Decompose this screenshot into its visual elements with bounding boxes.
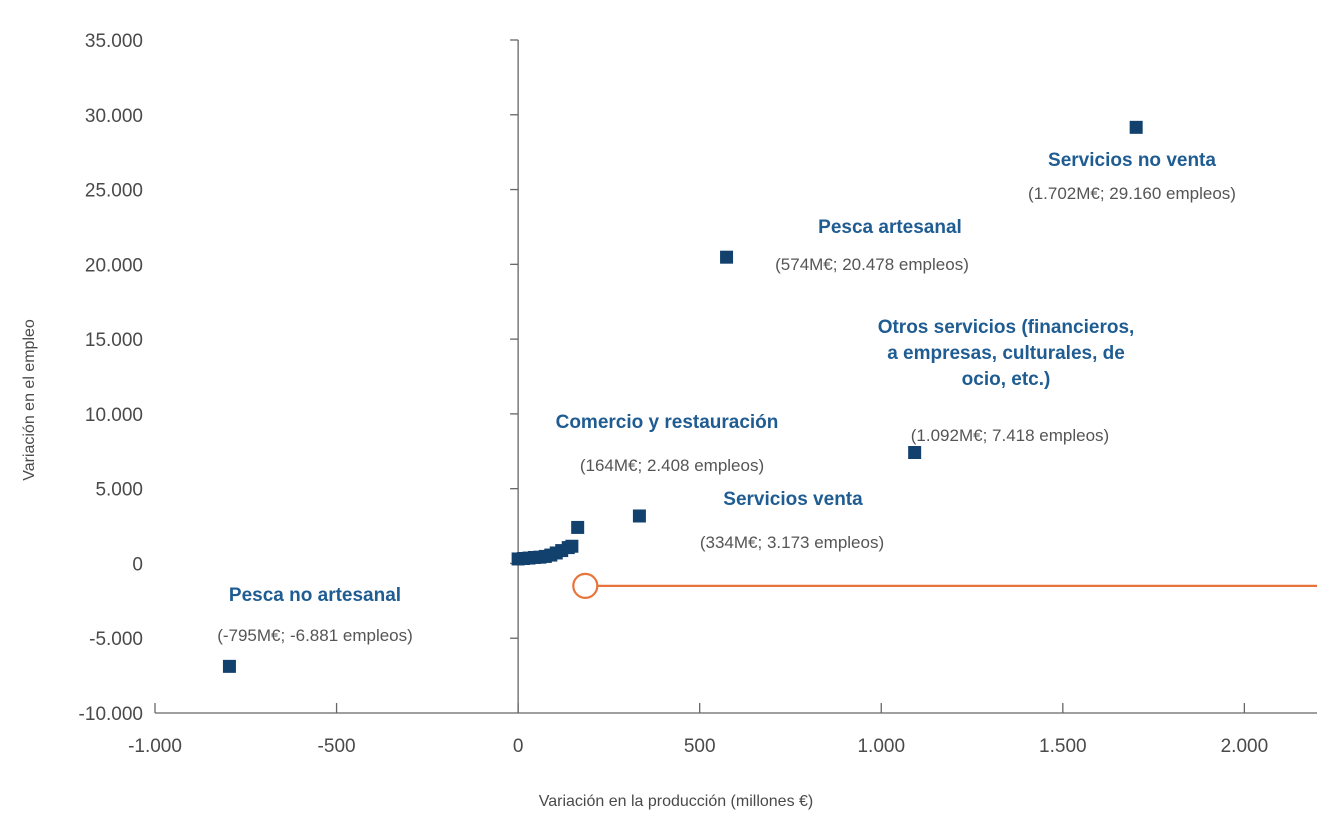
- annotation-title-line: Pesca no artesanal: [229, 585, 401, 606]
- x-tick-label: 0: [513, 736, 524, 757]
- annotation-value: (-795M€; -6.881 empleos): [217, 626, 413, 645]
- annotations: Servicios no venta (1.702M€; 29.160 emple…: [217, 150, 1236, 645]
- annotation-title: Pesca artesanal: [818, 217, 962, 238]
- annotation-title-line: ocio, etc.): [962, 369, 1051, 390]
- point-annotation: Pesca no artesanal (-795M€; -6.881 empleo…: [217, 585, 413, 645]
- annotation-title: Otros servicios (financieros, a empresas,…: [878, 317, 1135, 390]
- reference-layer: [572, 572, 1317, 599]
- data-point: [720, 250, 734, 264]
- x-tick-label: 1.500: [1039, 736, 1087, 757]
- y-tick-label: 10.000: [85, 405, 143, 426]
- data-point: [908, 446, 922, 460]
- y-tick-label: -10.000: [79, 704, 143, 725]
- annotation-title-line: Pesca artesanal: [818, 217, 962, 238]
- data-point: [222, 659, 236, 673]
- axes: [155, 40, 1317, 714]
- annotation-title: Pesca no artesanal: [229, 585, 401, 606]
- annotation-title-line: a empresas, culturales, de: [887, 343, 1125, 364]
- y-tick-label: -5.000: [89, 629, 143, 650]
- annotation-value: (1.702M€; 29.160 empleos): [1028, 184, 1236, 203]
- y-tick-label: 20.000: [85, 255, 143, 276]
- x-tick-label: 500: [684, 736, 716, 757]
- x-tick-label: 2.000: [1221, 736, 1269, 757]
- point-annotation: Servicios no venta (1.702M€; 29.160 emple…: [1028, 150, 1236, 203]
- y-axis-title: Variación en el empleo: [21, 319, 38, 481]
- y-tick-label: 15.000: [85, 330, 143, 351]
- y-tick-label: 5.000: [95, 480, 143, 501]
- x-axis-title: Variación en la producción (millones €): [539, 793, 814, 810]
- data-point: [565, 539, 579, 553]
- annotation-title-line: Servicios venta: [723, 489, 863, 510]
- data-point: [1129, 120, 1143, 134]
- annotation-title-line: Comercio y restauración: [556, 412, 779, 433]
- annotation-value: (1.092M€; 7.418 empleos): [911, 426, 1109, 445]
- highlight-marker: [572, 572, 599, 599]
- y-tick-label: 35.000: [85, 31, 143, 52]
- x-tick-label: -500: [318, 736, 356, 757]
- y-tick-label: 0: [132, 554, 143, 575]
- data-point: [571, 520, 585, 534]
- annotation-title: Servicios venta: [723, 489, 863, 510]
- annotation-title-line: Servicios no venta: [1048, 150, 1216, 171]
- data-point: [632, 509, 646, 523]
- x-tick-label: -1.000: [128, 736, 182, 757]
- annotation-value: (574M€; 20.478 empleos): [775, 255, 969, 274]
- ticks: -1.000 -500 0 500 1.000 1.500 2.000 -10.000 -5.0…: [79, 31, 1269, 757]
- y-tick-label: 30.000: [85, 106, 143, 127]
- point-annotation: Otros servicios (financieros, a empresas,…: [878, 317, 1135, 445]
- annotation-title: Servicios no venta: [1048, 150, 1216, 171]
- annotation-value: (334M€; 3.173 empleos): [700, 533, 884, 552]
- data-points: [222, 120, 1143, 673]
- point-annotation: Pesca artesanal (574M€; 20.478 empleos): [775, 217, 969, 274]
- point-annotation: Servicios venta (334M€; 3.173 empleos): [700, 489, 884, 552]
- point-annotation: Comercio y restauración (164M€; 2.408 emp…: [556, 412, 779, 475]
- y-tick-label: 25.000: [85, 181, 143, 202]
- annotation-value: (164M€; 2.408 empleos): [580, 456, 764, 475]
- x-tick-label: 1.000: [857, 736, 905, 757]
- annotation-title-line: Otros servicios (financieros,: [878, 317, 1135, 338]
- annotation-title: Comercio y restauración: [556, 412, 779, 433]
